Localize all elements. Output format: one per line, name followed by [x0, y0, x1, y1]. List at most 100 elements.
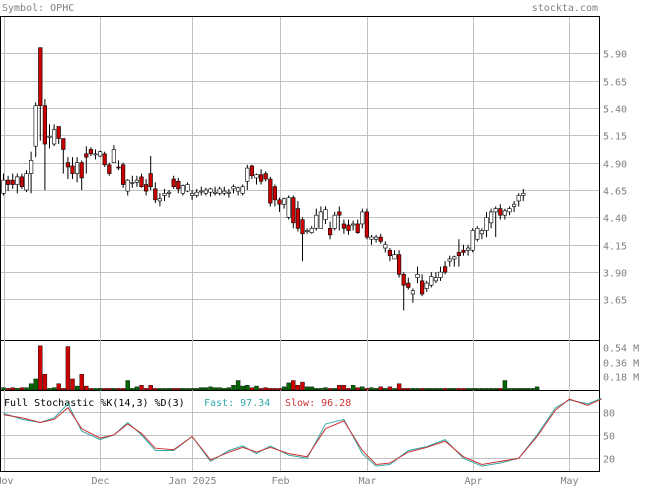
candle	[65, 157, 70, 180]
candle-body	[346, 224, 351, 231]
candle-body	[442, 266, 448, 273]
stochastic-lines	[3, 397, 602, 467]
volume-bar	[28, 383, 34, 391]
candle-body	[139, 176, 144, 188]
candle	[130, 175, 135, 188]
candle	[291, 195, 296, 229]
x-tick-label: Jan 2025	[168, 476, 216, 486]
candle	[355, 219, 360, 234]
candle-body	[337, 211, 342, 216]
price-tick-label: 5.65	[603, 78, 627, 89]
volume-bar	[341, 385, 347, 391]
candle-body	[190, 192, 195, 196]
volume-bar	[24, 387, 29, 391]
volume-bar	[346, 388, 351, 391]
volume-bar	[452, 388, 457, 391]
candle-body	[295, 208, 301, 229]
volume-bar	[97, 388, 103, 391]
candle	[502, 208, 508, 220]
volume-bar	[383, 388, 388, 391]
candle	[10, 173, 15, 189]
volume-bar	[521, 388, 526, 391]
volume-bar	[203, 387, 209, 391]
candle	[38, 47, 43, 141]
candle-body	[1, 179, 6, 194]
candle	[245, 164, 250, 190]
candle-body	[6, 179, 11, 185]
volume-bar	[360, 386, 365, 391]
volume-bar	[189, 388, 195, 391]
volume-bar	[1, 387, 6, 391]
candle-body	[364, 211, 370, 238]
volume-bar	[350, 385, 356, 391]
candle	[392, 250, 397, 260]
volume-bar	[378, 386, 383, 391]
candle-body	[516, 195, 521, 202]
volume-bar	[235, 380, 241, 391]
candle-body	[479, 230, 485, 235]
volume-bar	[337, 385, 342, 391]
volume-bar	[498, 388, 503, 391]
candle-body	[222, 190, 227, 194]
candle-body	[167, 191, 172, 194]
candle-body	[341, 223, 347, 229]
candle	[176, 177, 181, 194]
candle-body	[521, 192, 526, 196]
volume-bar	[38, 345, 43, 391]
candle	[185, 182, 190, 193]
volume-bar	[130, 388, 135, 391]
volume-bar	[401, 388, 406, 391]
candle-body	[134, 179, 140, 183]
candle-body	[373, 236, 379, 240]
candle-body	[410, 290, 416, 295]
candle	[479, 228, 485, 240]
volume-bar	[134, 386, 140, 391]
volume-bar	[332, 388, 337, 391]
candle	[263, 171, 268, 182]
candle-body	[447, 258, 452, 262]
candle-body	[185, 184, 190, 192]
volume-bar	[318, 388, 324, 391]
volume-bar	[47, 388, 52, 391]
candle-body	[291, 197, 296, 224]
volume-tick-label: 0.36 M	[603, 359, 639, 370]
candle-body	[245, 167, 250, 182]
stochastic-title: Full Stochastic %K(14,3) %D(3)	[4, 398, 185, 409]
candle-body	[79, 162, 84, 179]
candle	[323, 206, 328, 224]
stochastic-tick-label: 20	[603, 455, 615, 466]
candle-body	[19, 176, 25, 188]
volume-bar	[5, 388, 11, 391]
volume-bar	[125, 380, 130, 391]
candle	[190, 189, 195, 200]
candle-body	[493, 208, 498, 213]
volume-bar	[51, 387, 57, 391]
candle-body	[314, 214, 319, 229]
volume-bar	[194, 388, 199, 391]
candle-body	[70, 165, 75, 174]
candle	[369, 234, 374, 245]
candle	[167, 189, 172, 198]
candle-body	[61, 138, 66, 150]
stochastic-tick-label: 80	[603, 409, 615, 420]
candle	[415, 266, 420, 284]
candle	[396, 250, 402, 278]
candle	[309, 226, 314, 234]
volume-bar	[249, 387, 255, 391]
candle	[429, 272, 434, 288]
volume-panel	[0, 340, 600, 391]
candle	[79, 160, 84, 190]
volume-bar	[484, 388, 489, 391]
candle-body	[28, 160, 34, 174]
candle-body	[203, 189, 209, 194]
candle-body	[452, 256, 457, 260]
volume-bar	[65, 346, 71, 391]
volume-bar	[107, 388, 112, 391]
volume-bar	[406, 388, 411, 391]
volume-bar	[516, 388, 521, 391]
volume-bar	[70, 378, 75, 391]
candle	[254, 173, 259, 185]
volume-bar	[534, 386, 540, 391]
candle	[373, 234, 379, 243]
candle	[387, 248, 393, 262]
